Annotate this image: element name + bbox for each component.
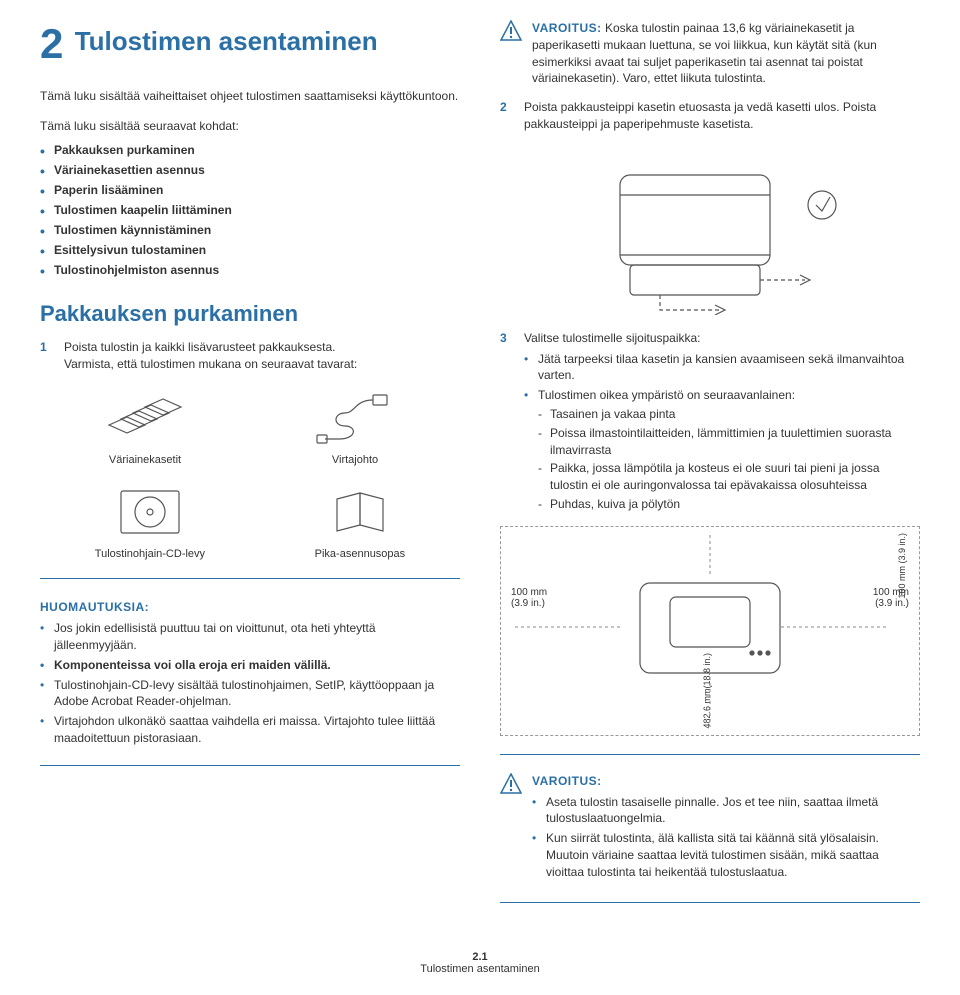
- printer-unpack-icon: [560, 145, 860, 315]
- step-2-body: Poista pakkausteippi kasetin etuosasta j…: [524, 99, 920, 133]
- warning-icon: [500, 20, 522, 42]
- accessories-row-1: Väriainekasetit Virtajohto: [40, 388, 460, 466]
- accessory-label: Tulostinohjain-CD-levy: [95, 548, 205, 560]
- step-3-bullet: Tulostimen oikea ympäristö on seuraavanl…: [524, 387, 920, 513]
- quick-guide-icon: [325, 485, 395, 540]
- note-item: Jos jokin edellisistä puuttuu tai on vio…: [40, 620, 460, 654]
- chapter-title: Tulostimen asentaminen: [75, 26, 378, 57]
- accessories-row-2: Tulostinohjain-CD-levy Pika-asennusopas: [40, 482, 460, 560]
- toc-item: Väriainekasettien asennus: [40, 163, 460, 177]
- divider: [40, 765, 460, 766]
- warning-title: VAROITUS:: [532, 774, 602, 788]
- warning-2-item: Aseta tulostin tasaiselle pinnalle. Jos …: [532, 794, 920, 828]
- page-footer: 2.1 Tulostimen asentaminen: [40, 951, 920, 975]
- step-3-lead: Valitse tulostimelle sijoituspaikka:: [524, 331, 701, 345]
- toc-item: Tulostimen kaapelin liittäminen: [40, 203, 460, 217]
- warning-2: VAROITUS: Aseta tulostin tasaiselle pinn…: [500, 773, 920, 884]
- warning-1: VAROITUS: Koska tulostin painaa 13,6 kg …: [500, 20, 920, 87]
- accessory-label: Väriainekasetit: [105, 454, 185, 466]
- chapter-header: 2 Tulostimen asentaminen: [40, 20, 460, 68]
- step-number: 1: [40, 339, 54, 373]
- toc-item: Pakkauksen purkaminen: [40, 143, 460, 157]
- intro-text-1: Tämä luku sisältää vaiheittaiset ohjeet …: [40, 88, 460, 105]
- power-cord-icon: [315, 391, 395, 446]
- cd-icon: [115, 485, 185, 540]
- notes-box: HUOMAUTUKSIA: Jos jokin edellisistä puut…: [40, 599, 460, 746]
- step-3: 3 Valitse tulostimelle sijoituspaikka: J…: [500, 330, 920, 516]
- step-number: 3: [500, 330, 514, 516]
- toc-list: Pakkauksen purkaminen Väriainekasettien …: [40, 143, 460, 277]
- section-heading: Pakkauksen purkaminen: [40, 301, 460, 327]
- warning-icon: [500, 773, 522, 795]
- note-item: Virtajohdon ulkonäkö saattaa vaihdella e…: [40, 713, 460, 747]
- right-column: VAROITUS: Koska tulostin painaa 13,6 kg …: [500, 20, 920, 921]
- page-number: 2.1: [40, 951, 920, 963]
- accessory-powercord: Virtajohto: [315, 388, 395, 466]
- warning-2-item: Kun siirrät tulostinta, älä kallista sit…: [532, 830, 920, 880]
- note-item: Tulostinohjain-CD-levy sisältää tulostin…: [40, 677, 460, 711]
- step-number: 2: [500, 99, 514, 133]
- toc-item: Tulostinohjelmiston asennus: [40, 263, 460, 277]
- env-dash: Tasainen ja vakaa pinta: [538, 406, 920, 423]
- accessory-guide: Pika-asennusopas: [315, 482, 406, 560]
- footer-title: Tulostimen asentaminen: [40, 963, 920, 975]
- divider: [500, 754, 920, 755]
- toner-cartridges-icon: [105, 391, 185, 446]
- accessory-cd: Tulostinohjain-CD-levy: [95, 482, 205, 560]
- clearance-arrows-icon: [501, 527, 919, 735]
- note-item: Komponenteissa voi olla eroja eri maiden…: [40, 657, 460, 674]
- divider: [40, 578, 460, 579]
- warning-title: VAROITUS:: [532, 21, 602, 35]
- accessory-label: Virtajohto: [315, 454, 395, 466]
- step-1: 1 Poista tulostin ja kaikki lisävarustee…: [40, 339, 460, 373]
- env-dash: Poissa ilmastointilaitteiden, lämmittimi…: [538, 425, 920, 459]
- toc-item: Esittelysivun tulostaminen: [40, 243, 460, 257]
- intro-text-2: Tämä luku sisältää seuraavat kohdat:: [40, 119, 460, 133]
- printer-diagram-1: [500, 145, 920, 318]
- step-1-line1: Poista tulostin ja kaikki lisävarusteet …: [64, 340, 335, 354]
- step-3-b2-text: Tulostimen oikea ympäristö on seuraavanl…: [538, 388, 795, 402]
- notes-title: HUOMAUTUKSIA:: [40, 600, 149, 614]
- env-dash: Paikka, jossa lämpötila ja kosteus ei ol…: [538, 460, 920, 494]
- env-dash: Puhdas, kuiva ja pölytön: [538, 496, 920, 513]
- accessory-toner: Väriainekasetit: [105, 388, 185, 466]
- step-3-bullet: Jätä tarpeeksi tilaa kasetin ja kansien …: [524, 351, 920, 385]
- toc-item: Paperin lisääminen: [40, 183, 460, 197]
- step-1-line2: Varmista, että tulostimen mukana on seur…: [64, 357, 357, 371]
- clearance-diagram: 100 mm (3.9 in.) 100 mm (3.9: [500, 526, 920, 736]
- left-column: 2 Tulostimen asentaminen Tämä luku sisäl…: [40, 20, 460, 921]
- divider: [500, 902, 920, 903]
- accessory-label: Pika-asennusopas: [315, 548, 406, 560]
- toc-item: Tulostimen käynnistäminen: [40, 223, 460, 237]
- chapter-number: 2: [40, 20, 63, 68]
- step-2: 2 Poista pakkausteippi kasetin etuosasta…: [500, 99, 920, 133]
